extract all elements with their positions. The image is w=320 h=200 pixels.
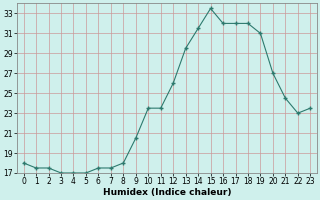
X-axis label: Humidex (Indice chaleur): Humidex (Indice chaleur): [103, 188, 231, 197]
